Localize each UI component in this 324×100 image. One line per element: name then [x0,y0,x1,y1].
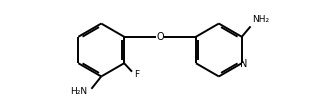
Text: F: F [134,70,139,78]
Text: NH₂: NH₂ [252,15,270,24]
Text: H₂N: H₂N [70,87,87,96]
Text: O: O [156,32,164,42]
Text: N: N [240,59,247,69]
